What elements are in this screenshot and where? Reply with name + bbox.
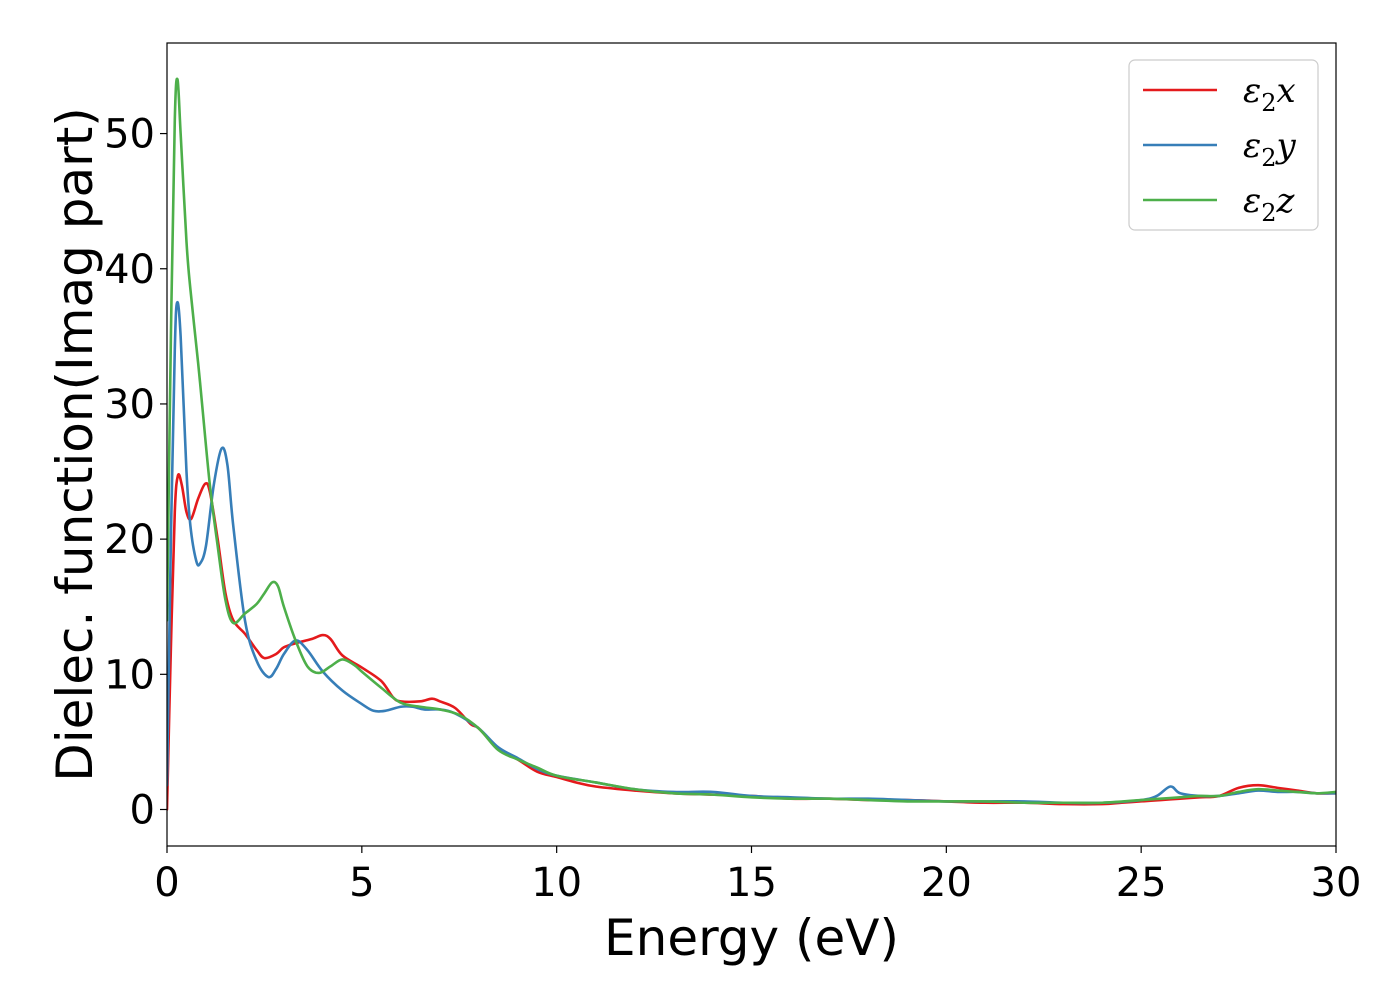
x-tick-label: 20 [921,860,972,906]
legend-label-x: ε2x [1243,71,1296,117]
x-tick-label: 0 [154,860,179,906]
x-tick-label: 30 [1311,860,1362,906]
legend-label-z: ε2z [1243,181,1296,227]
y-tick-label: 40 [104,247,155,293]
legend-box [1128,59,1319,231]
legend-symbol: ε [1243,71,1261,111]
y-tick-label: 30 [104,382,155,428]
series-line-z [167,77,1336,805]
x-axis-title: Energy (eV) [604,909,899,967]
x-tick-label: 5 [349,860,374,906]
legend-variable: z [1276,181,1296,221]
legend-variable: y [1275,126,1297,166]
ticks-layer: 0 5 10 15 20 25 30 0 10 20 30 40 50 [104,112,1361,906]
x-tick-label: 25 [1116,860,1167,906]
legend-subscript: 2 [1261,89,1276,117]
x-tick-label: 10 [531,860,582,906]
legend-symbol: ε [1243,126,1261,166]
x-tick-label: 15 [726,860,777,906]
y-tick-label: 50 [104,112,155,158]
y-tick-label: 20 [104,517,155,563]
legend-variable: x [1277,71,1296,111]
legend-symbol: ε [1243,181,1261,221]
legend-subscript: 2 [1261,199,1276,227]
legend-label-y: ε2y [1243,126,1297,172]
y-tick-label: 0 [130,788,155,834]
series-layer [167,77,1336,811]
y-axis-title: Dielec. function(Imag part) [46,107,104,782]
legend-subscript: 2 [1261,144,1276,172]
y-tick-label: 10 [104,652,155,698]
